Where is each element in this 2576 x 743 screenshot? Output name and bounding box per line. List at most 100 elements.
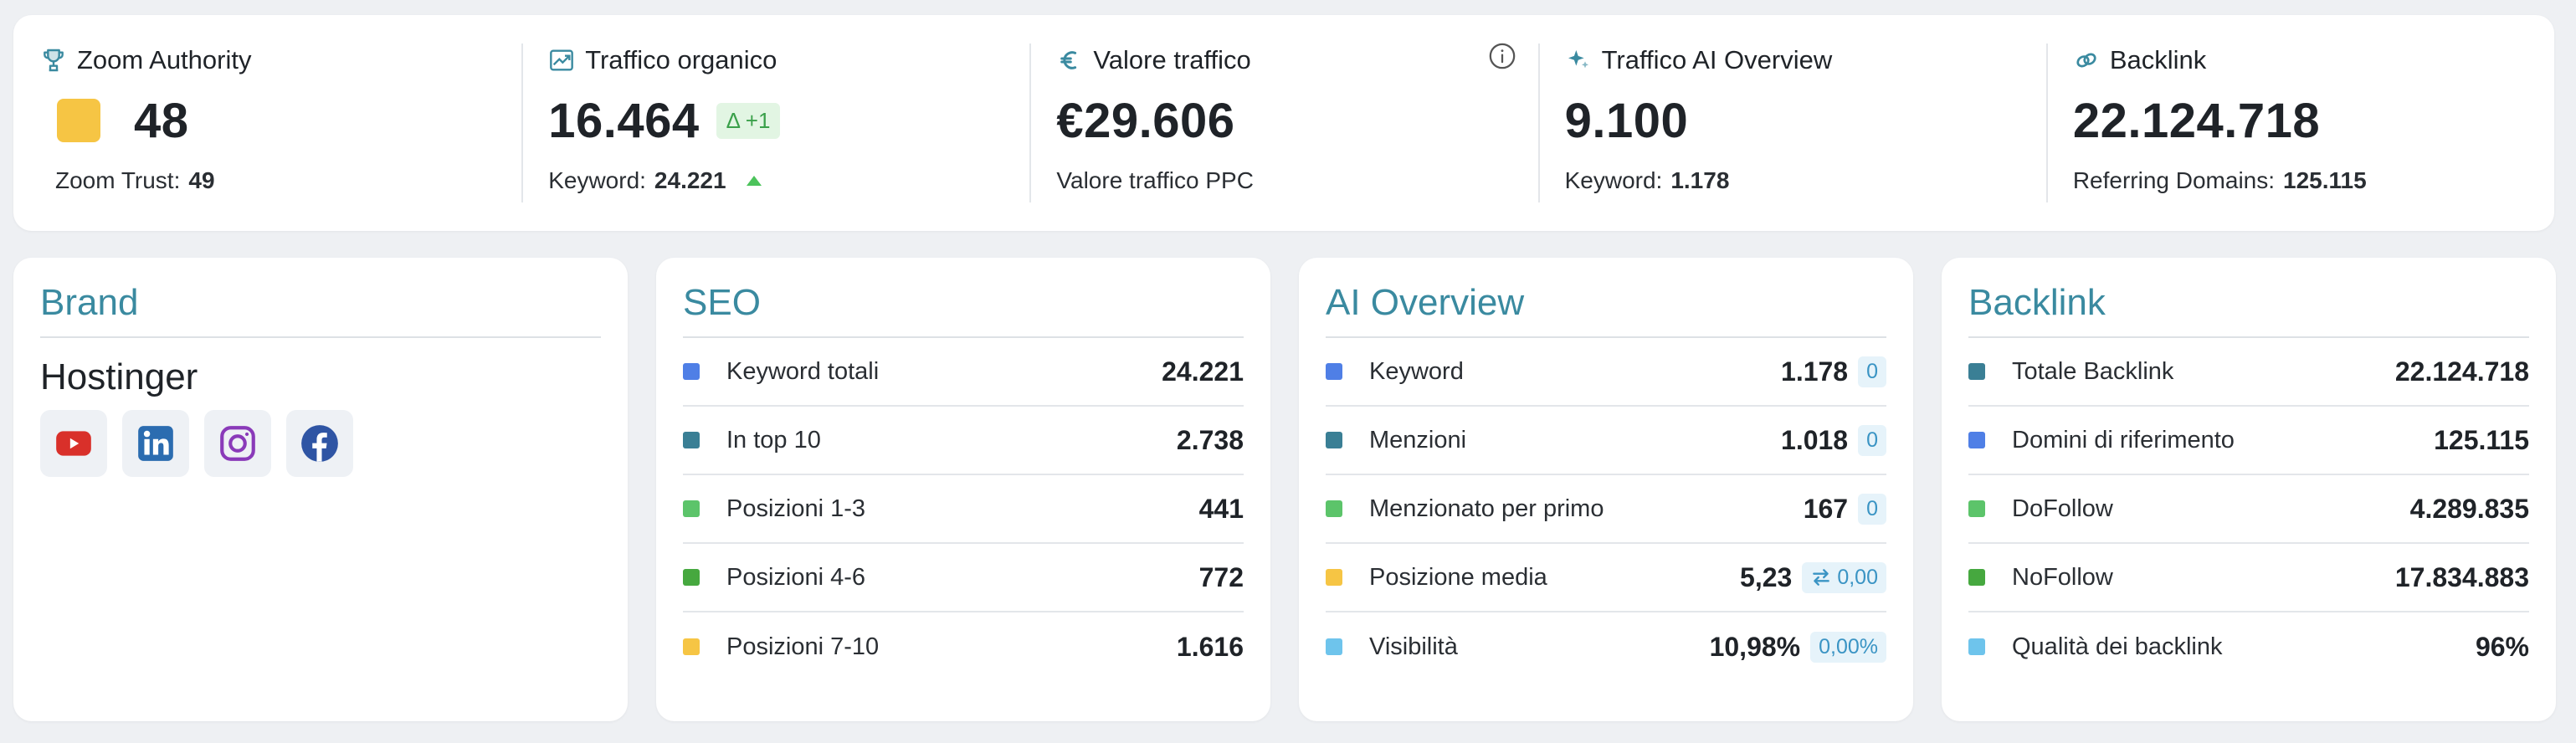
legend-swatch	[1326, 432, 1342, 448]
facebook-icon	[301, 425, 338, 462]
row-value: 17.834.883	[2394, 561, 2529, 592]
backlink-list: Totale Backlink 22.124.718 Domini di rife…	[1968, 338, 2529, 681]
list-item: Domini di riferimento 125.115	[1968, 407, 2529, 475]
row-label: Menzioni	[1369, 426, 1467, 453]
row-label: Posizioni 7-10	[726, 633, 880, 660]
card-title: AI Overview	[1326, 278, 1886, 338]
metric-value: 9.100	[1564, 93, 1689, 148]
facebook-link[interactable]	[286, 410, 353, 477]
legend-swatch	[1326, 500, 1342, 517]
euro-icon	[1060, 51, 1077, 69]
metric-value: 16.464	[548, 93, 700, 148]
change-badge: 0	[1858, 356, 1886, 387]
row-label: Posizioni 4-6	[726, 563, 866, 591]
metric-sub-value: 125.115	[2283, 167, 2367, 193]
change-value: 0	[1866, 496, 1878, 520]
metric-sub-label: Referring Domains:	[2072, 167, 2276, 193]
card-title: SEO	[683, 278, 1244, 338]
legend-swatch	[683, 569, 700, 586]
row-label: Posizione media	[1369, 563, 1547, 591]
row-value: 4.289.835	[2409, 493, 2529, 524]
change-badge: 0,00%	[1810, 631, 1886, 663]
legend-swatch	[683, 500, 700, 517]
trophy-icon	[44, 49, 64, 72]
change-value: 0	[1866, 359, 1878, 383]
legend-swatch	[1968, 363, 1985, 380]
row-value: 125.115	[2434, 424, 2529, 455]
sparkle-icon	[1568, 50, 1588, 69]
row-label: Visibilità	[1369, 633, 1458, 660]
card-title: Backlink	[1968, 278, 2529, 338]
youtube-link[interactable]	[40, 410, 107, 477]
legend-swatch	[683, 638, 700, 655]
row-label: DoFollow	[2012, 494, 2113, 522]
list-item: Posizioni 4-6 772	[683, 544, 1244, 612]
authority-color-swatch	[57, 99, 100, 142]
row-value: 10,98%	[1709, 631, 1801, 662]
metric-title: Traffico organico	[585, 45, 777, 74]
metric-sub-value: 49	[188, 167, 215, 193]
legend-swatch	[1326, 638, 1342, 655]
change-badge: 0	[1858, 493, 1886, 525]
list-item: Menzioni 1.018 0	[1326, 407, 1886, 475]
seo-list: Keyword totali 24.221 In top 10 2.738 Posi…	[683, 338, 1244, 681]
metric-sub-label: Zoom Trust:	[55, 167, 181, 193]
change-value: 0,00	[1837, 565, 1878, 589]
list-item: Totale Backlink 22.124.718	[1968, 338, 2529, 407]
row-value: 22.124.718	[2394, 356, 2529, 387]
trend-chart-icon	[550, 49, 574, 71]
legend-swatch	[1968, 638, 1985, 655]
list-item: Menzionato per primo 167 0	[1326, 475, 1886, 544]
change-badge: 0,00	[1802, 561, 1886, 593]
row-label: Posizioni 1-3	[726, 494, 866, 522]
legend-swatch	[1968, 500, 1985, 517]
row-value: 1.018	[1781, 424, 1849, 455]
legend-swatch	[1968, 569, 1985, 586]
card-title: Brand	[40, 278, 601, 338]
row-value: 167	[1803, 493, 1849, 524]
link-icon	[2076, 53, 2096, 68]
legend-swatch	[1968, 432, 1985, 448]
change-value: 0	[1866, 428, 1878, 452]
metric-zoom-authority: Zoom Authority 48 Zoom Trust: 49	[13, 15, 521, 231]
list-item: DoFollow 4.289.835	[1968, 475, 2529, 544]
swap-arrows-icon	[1813, 569, 1830, 586]
seo-card: SEO Keyword totali 24.221 In top 10 2.738 …	[656, 258, 1270, 721]
list-item: Visibilità 10,98% 0,00%	[1326, 612, 1886, 681]
metric-title: Traffico AI Overview	[1601, 45, 1833, 74]
list-item: Posizioni 7-10 1.616	[683, 612, 1244, 681]
row-label: Domini di riferimento	[2012, 426, 2235, 453]
row-value: 441	[1198, 493, 1244, 524]
metric-traffic-value: Valore traffico €29.606 Valore traffico …	[1029, 15, 1537, 231]
youtube-icon	[56, 431, 91, 456]
metric-sub-label: Keyword:	[1564, 167, 1663, 193]
row-label: Keyword	[1369, 357, 1464, 385]
row-value: 1.178	[1781, 356, 1849, 387]
row-value: 772	[1198, 561, 1244, 592]
linkedin-icon	[138, 426, 173, 461]
row-label: NoFollow	[2012, 563, 2113, 591]
list-item: In top 10 2.738	[683, 407, 1244, 475]
instagram-link[interactable]	[204, 410, 271, 477]
linkedin-link[interactable]	[122, 410, 189, 477]
metrics-bar: Zoom Authority 48 Zoom Trust: 49 Traffic…	[13, 15, 2554, 231]
row-label: Keyword totali	[726, 357, 880, 385]
list-item: Qualità dei backlink 96%	[1968, 612, 2529, 681]
metric-backlink: Backlink 22.124.718 Referring Domains: 1…	[2045, 15, 2554, 231]
list-item: Posizione media 5,23 0,00	[1326, 544, 1886, 612]
metric-sub-value: 24.221	[654, 167, 726, 193]
legend-swatch	[1326, 363, 1342, 380]
metric-sub-label: Valore traffico PPC	[1056, 167, 1254, 193]
list-item: NoFollow 17.834.883	[1968, 544, 2529, 612]
legend-swatch	[683, 363, 700, 380]
metric-value: €29.606	[1056, 93, 1235, 148]
list-item: Keyword 1.178 0	[1326, 338, 1886, 407]
metric-title: Backlink	[2109, 45, 2207, 74]
row-label: Qualità dei backlink	[2012, 633, 2223, 660]
legend-swatch	[683, 432, 700, 448]
brand-card: Brand Hostinger	[13, 258, 628, 721]
caret-up-icon	[746, 176, 762, 186]
info-icon[interactable]	[1488, 42, 1516, 70]
row-value: 5,23	[1740, 561, 1793, 592]
backlink-card: Backlink Totale Backlink 22.124.718 Domin…	[1942, 258, 2556, 721]
